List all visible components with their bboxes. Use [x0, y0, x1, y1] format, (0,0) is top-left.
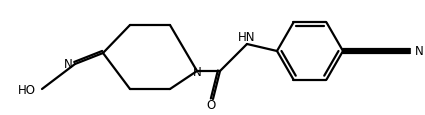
Text: N: N	[415, 45, 424, 58]
Text: N: N	[64, 58, 73, 71]
Text: N: N	[193, 65, 201, 78]
Text: HO: HO	[18, 84, 36, 97]
Text: HN: HN	[238, 31, 256, 44]
Text: O: O	[207, 99, 215, 112]
